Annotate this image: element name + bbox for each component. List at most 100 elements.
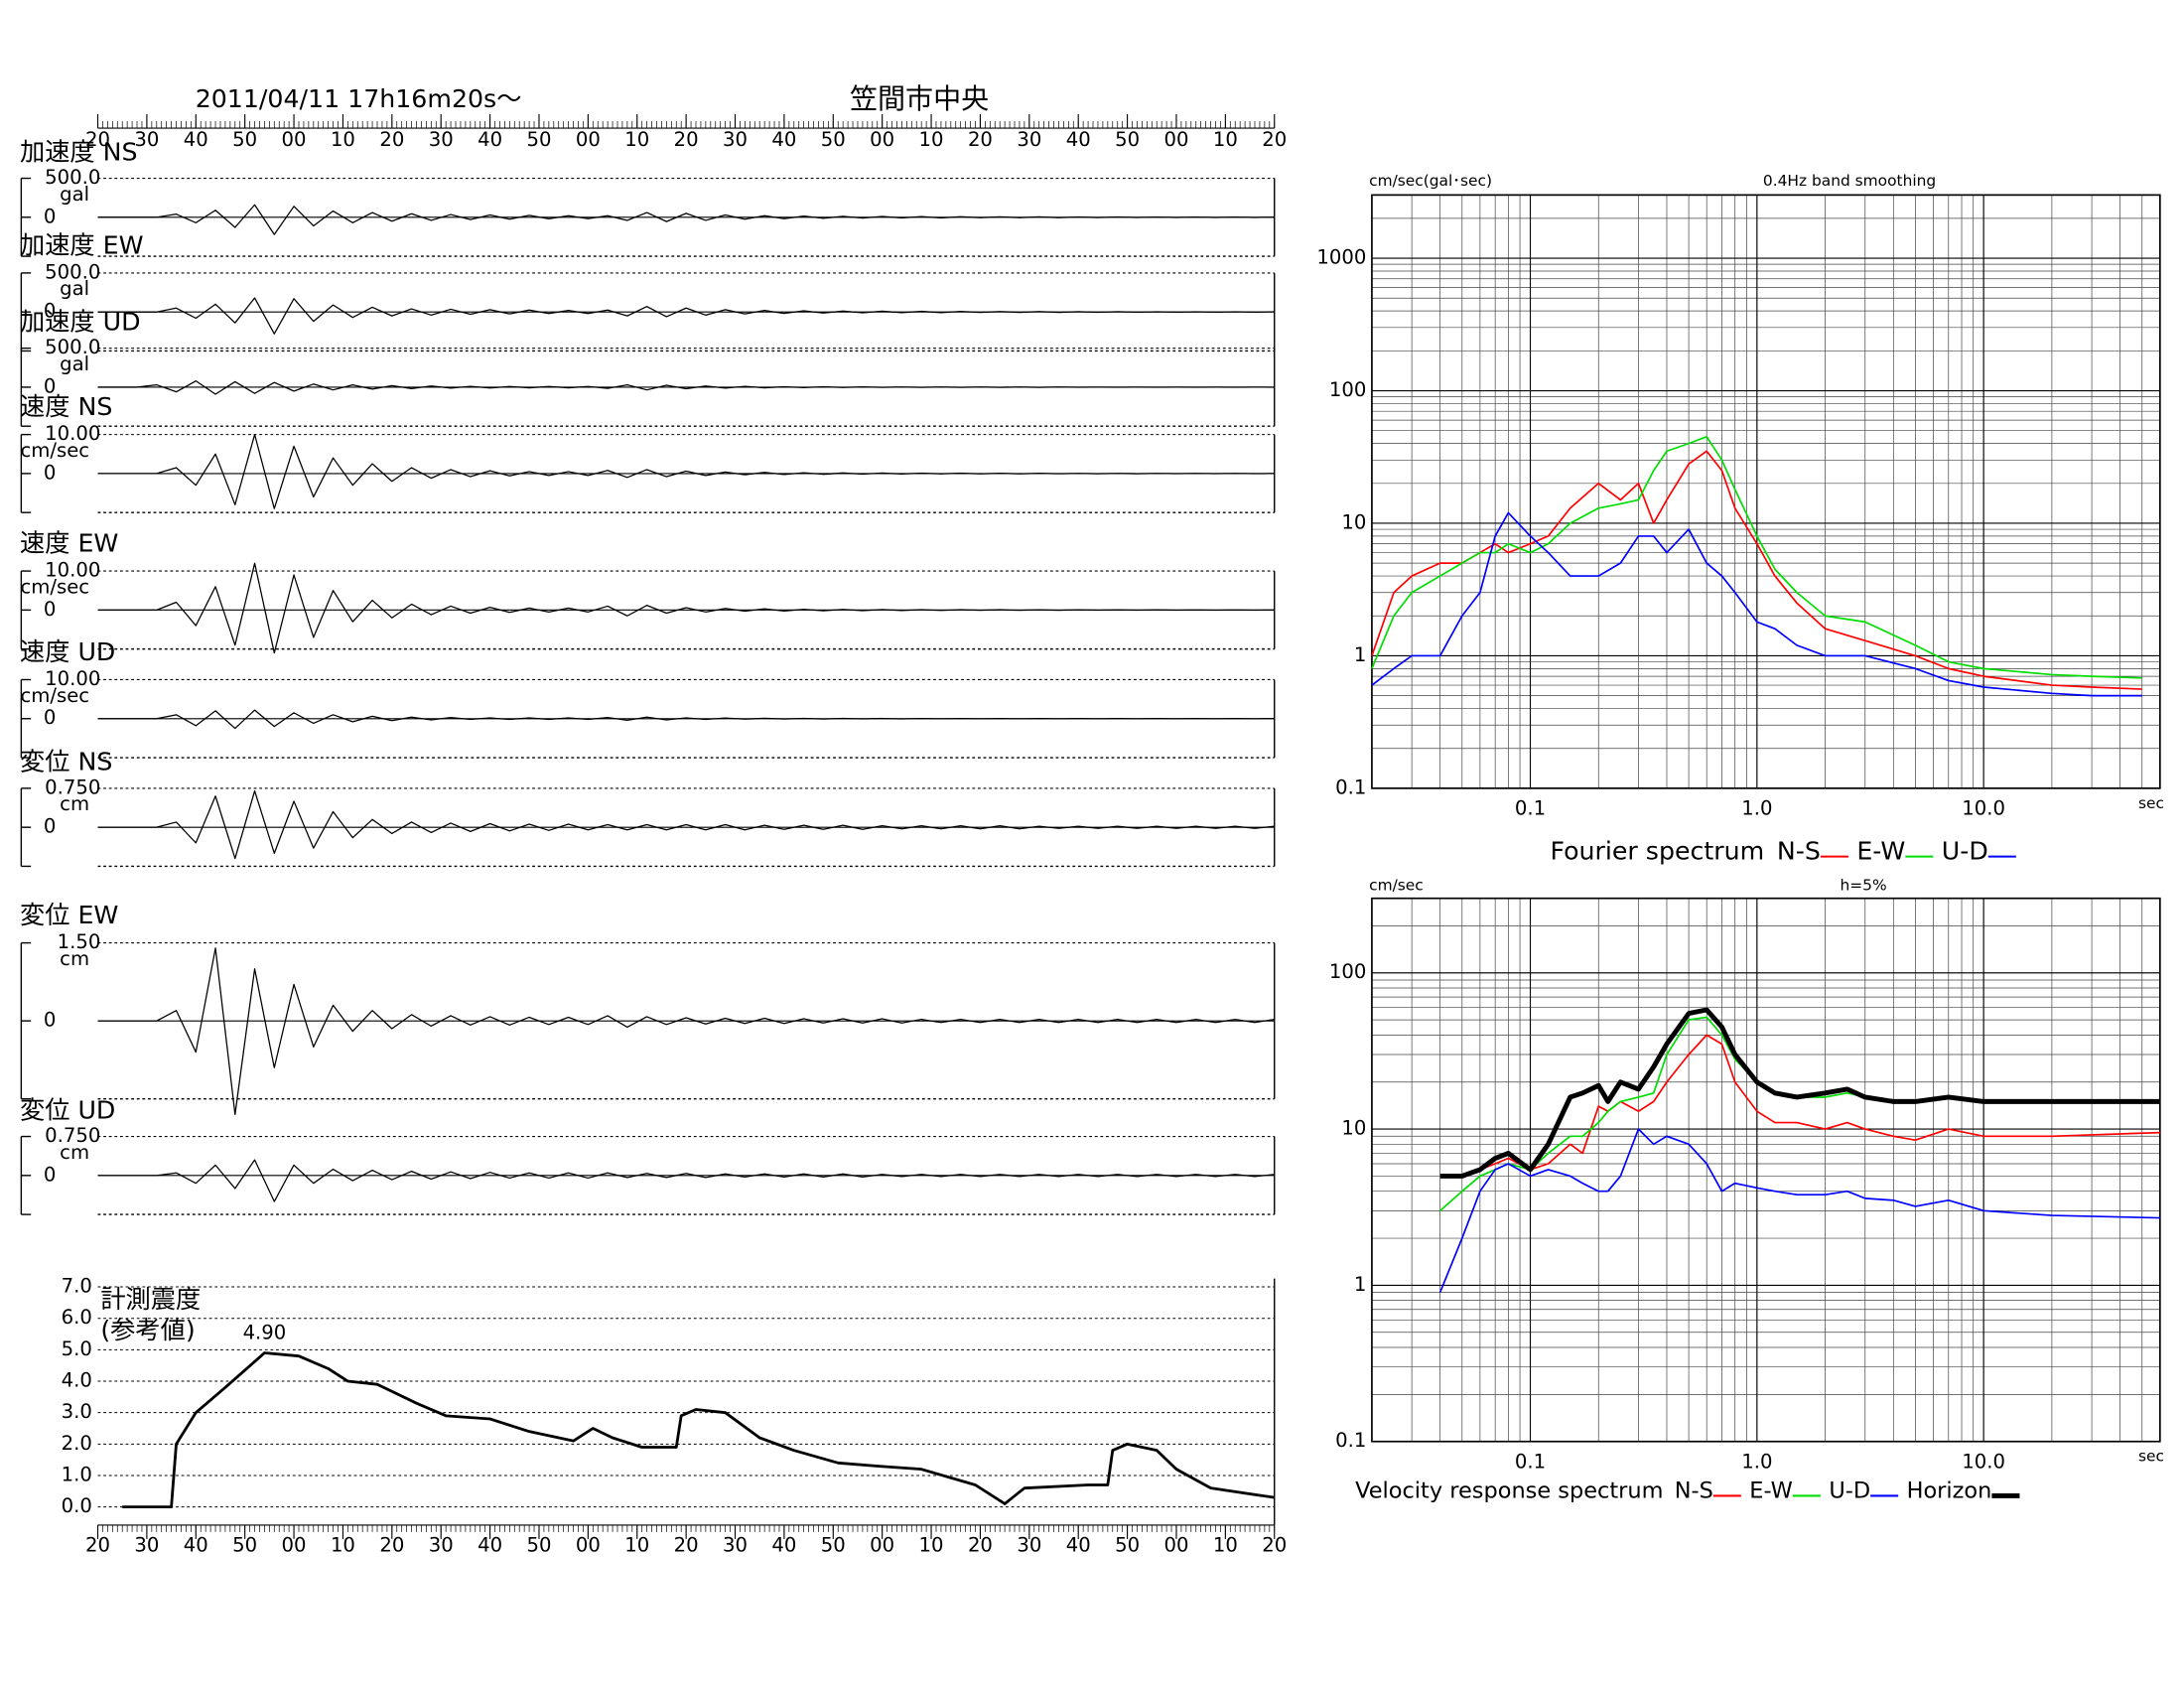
x-unit: sec <box>2138 794 2164 812</box>
x-tick-label: 00 <box>576 1533 601 1556</box>
x-tick-label: 20 <box>379 1533 404 1556</box>
y-tick-label: 0 <box>44 815 56 838</box>
x-tick-label: 10 <box>331 128 355 151</box>
y-tick-label: 0 <box>44 1163 56 1186</box>
y-tick-label: 0 <box>44 300 56 323</box>
record-date: 2011/04/11 17h16m20s〜 <box>196 84 522 113</box>
y-tick-label: 0.1 <box>1335 1429 1366 1452</box>
waveform <box>97 562 1275 654</box>
x-tick-label: 40 <box>1066 1533 1091 1556</box>
x-tick-label: 00 <box>576 128 601 151</box>
y-tick-label: 2.0 <box>62 1432 92 1455</box>
x-tick-label: 40 <box>1066 128 1091 151</box>
y-tick-label: 0 <box>44 706 56 729</box>
waveform <box>97 1159 1275 1202</box>
waveform <box>97 297 1275 335</box>
subtitle: 0.4Hz band smoothing <box>1763 172 1936 190</box>
x-tick-label: 20 <box>968 128 993 151</box>
unit-label: cm <box>60 947 89 970</box>
waveform <box>97 789 1275 860</box>
x-tick-label: 00 <box>282 1533 307 1556</box>
waveform <box>97 204 1275 235</box>
legend-label: U-D <box>1942 836 1988 865</box>
x-tick-label: 0.1 <box>1515 796 1546 819</box>
spectrum-line <box>1438 1128 2160 1293</box>
x-unit: sec <box>2138 1448 2164 1466</box>
legend-label: E-W <box>1856 836 1905 865</box>
panel-title: 速度 UD <box>20 637 115 666</box>
unit-label: cm <box>60 1141 89 1164</box>
x-tick-label: 40 <box>184 1533 208 1556</box>
legend-label: E-W <box>1749 1478 1793 1504</box>
unit-label: gal <box>60 277 89 300</box>
intensity-line <box>122 1351 1275 1509</box>
x-tick-label: 00 <box>870 1533 894 1556</box>
x-tick-label: 10 <box>919 128 944 151</box>
y-tick-label: 10 <box>1341 1117 1366 1140</box>
y-tick-label: 1.50 <box>58 930 101 953</box>
y-tick-label: 0.750 <box>45 1124 100 1147</box>
y-tick-label: 5.0 <box>62 1337 92 1360</box>
panel-title: 変位 UD <box>20 1095 115 1124</box>
waveform <box>97 709 1275 730</box>
y-tick-label: 0.750 <box>45 775 100 798</box>
legend-label: Horizon <box>1907 1478 1992 1504</box>
station-name: 笠間市中央 <box>850 82 989 115</box>
y-tick-label: 6.0 <box>62 1306 92 1329</box>
x-tick-label: 10 <box>919 1533 944 1556</box>
panel-title: 加速度 UD <box>20 307 141 336</box>
panel-title: 加速度 EW <box>20 230 144 259</box>
unit-label: gal <box>60 183 89 206</box>
y-tick-label: 0 <box>44 598 56 621</box>
x-tick-label: 10 <box>1213 128 1238 151</box>
y-tick-label: 10.00 <box>45 422 100 445</box>
legend-label: U-D <box>1829 1478 1870 1504</box>
waveform <box>97 433 1275 509</box>
spectrum-line <box>1371 435 2142 679</box>
x-tick-label: 30 <box>134 1533 159 1556</box>
x-tick-label: 20 <box>674 128 699 151</box>
x-tick-label: 00 <box>1163 1533 1188 1556</box>
x-tick-label: 10 <box>624 1533 649 1556</box>
x-tick-label: 30 <box>723 128 748 151</box>
y-tick-label: 3.0 <box>62 1400 92 1423</box>
x-tick-label: 40 <box>771 128 796 151</box>
y-tick-label: 1 <box>1354 1273 1367 1296</box>
x-tick-label: 1.0 <box>1741 1450 1772 1473</box>
x-tick-label: 30 <box>429 128 454 151</box>
y-tick-label: 7.0 <box>62 1275 92 1298</box>
x-tick-label: 50 <box>821 128 846 151</box>
y-tick-label: 10.00 <box>45 667 100 690</box>
y-axis-label: (参考値) <box>100 1316 195 1344</box>
y-tick-label: 0 <box>44 374 56 397</box>
x-tick-label: 20 <box>379 128 404 151</box>
panel-title: 変位 NS <box>20 748 112 776</box>
panel-title: 変位 EW <box>20 901 118 929</box>
x-tick-label: 1.0 <box>1741 796 1772 819</box>
plot-frame <box>1371 194 2161 789</box>
x-tick-label: 20 <box>85 1533 110 1556</box>
panel-title: 加速度 NS <box>20 137 138 166</box>
y-tick-label: 500.0 <box>45 166 100 189</box>
x-tick-label: 50 <box>232 128 257 151</box>
unit-label: cm <box>60 792 89 815</box>
x-tick-label: 00 <box>282 128 307 151</box>
unit-label: cm/sec <box>20 439 89 462</box>
x-tick-label: 40 <box>478 1533 502 1556</box>
x-tick-label: 30 <box>134 128 159 151</box>
y-unit: cm/sec <box>1369 877 1424 895</box>
y-unit: cm/sec(gal･sec) <box>1369 172 1492 190</box>
y-tick-label: 1 <box>1354 643 1367 666</box>
waveform <box>97 947 1275 1116</box>
y-tick-label: 100 <box>1329 960 1366 983</box>
y-tick-label: 1.0 <box>62 1463 92 1485</box>
x-tick-label: 0.1 <box>1515 1450 1546 1473</box>
x-tick-label: 20 <box>1262 128 1287 151</box>
x-tick-label: 40 <box>184 128 208 151</box>
x-tick-label: 00 <box>1163 128 1188 151</box>
x-tick-label: 10 <box>624 128 649 151</box>
x-tick-label: 10.0 <box>1962 1450 2005 1473</box>
x-tick-label: 20 <box>1262 1533 1287 1556</box>
y-tick-label: 0.1 <box>1335 775 1366 798</box>
